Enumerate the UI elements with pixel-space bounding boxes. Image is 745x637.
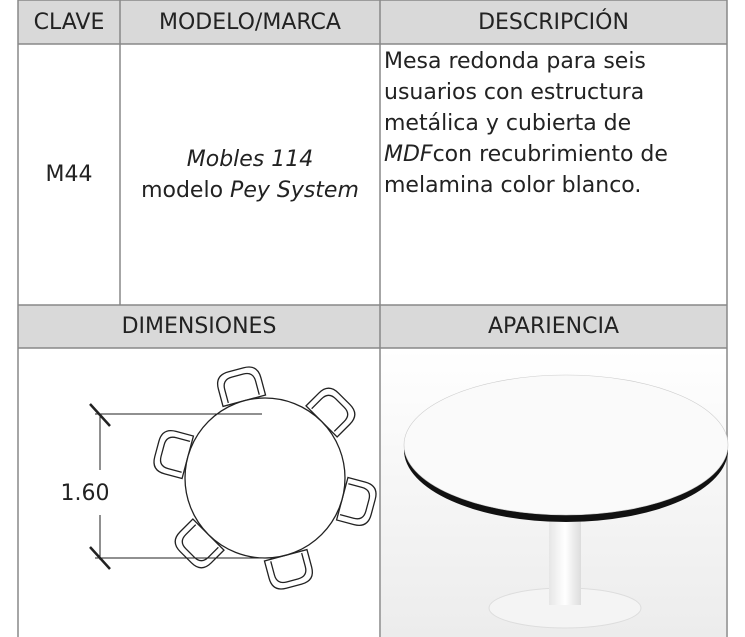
chair [263,548,314,590]
header-bg [18,305,727,348]
header-cell: MODELO/MARCA [159,9,341,35]
modelo-line: Mobles 114 [186,146,314,172]
clave: M44 [45,162,93,187]
header-bg [18,0,727,44]
text: Pey System [230,177,359,203]
descripcion: Mesa redonda para seis usuarios con estr… [384,44,724,244]
chair [174,518,225,569]
dimension-label: 1.60 [45,475,125,511]
text: Mesa redonda para seis usuarios con estr… [384,49,646,136]
text: MDF [384,142,433,167]
chair [335,476,377,527]
table-photo [403,374,729,629]
chair [305,387,356,438]
chair [216,366,267,408]
header-cell: CLAVE [33,9,105,35]
text: modelo [141,177,231,203]
section-title: DIMENSIONES [121,314,277,339]
modelo-line: modelo Pey System [141,175,359,206]
section-title: APARIENCIA [488,314,619,339]
modelo: Mobles 114 modelo Pey System [120,44,380,305]
plan-drawing [89,366,377,590]
header-cell: DESCRIPCIÓN [478,9,629,35]
chair [153,429,195,480]
grid [17,0,728,637]
text: con recubrimiento de melamina color blan… [384,142,668,198]
